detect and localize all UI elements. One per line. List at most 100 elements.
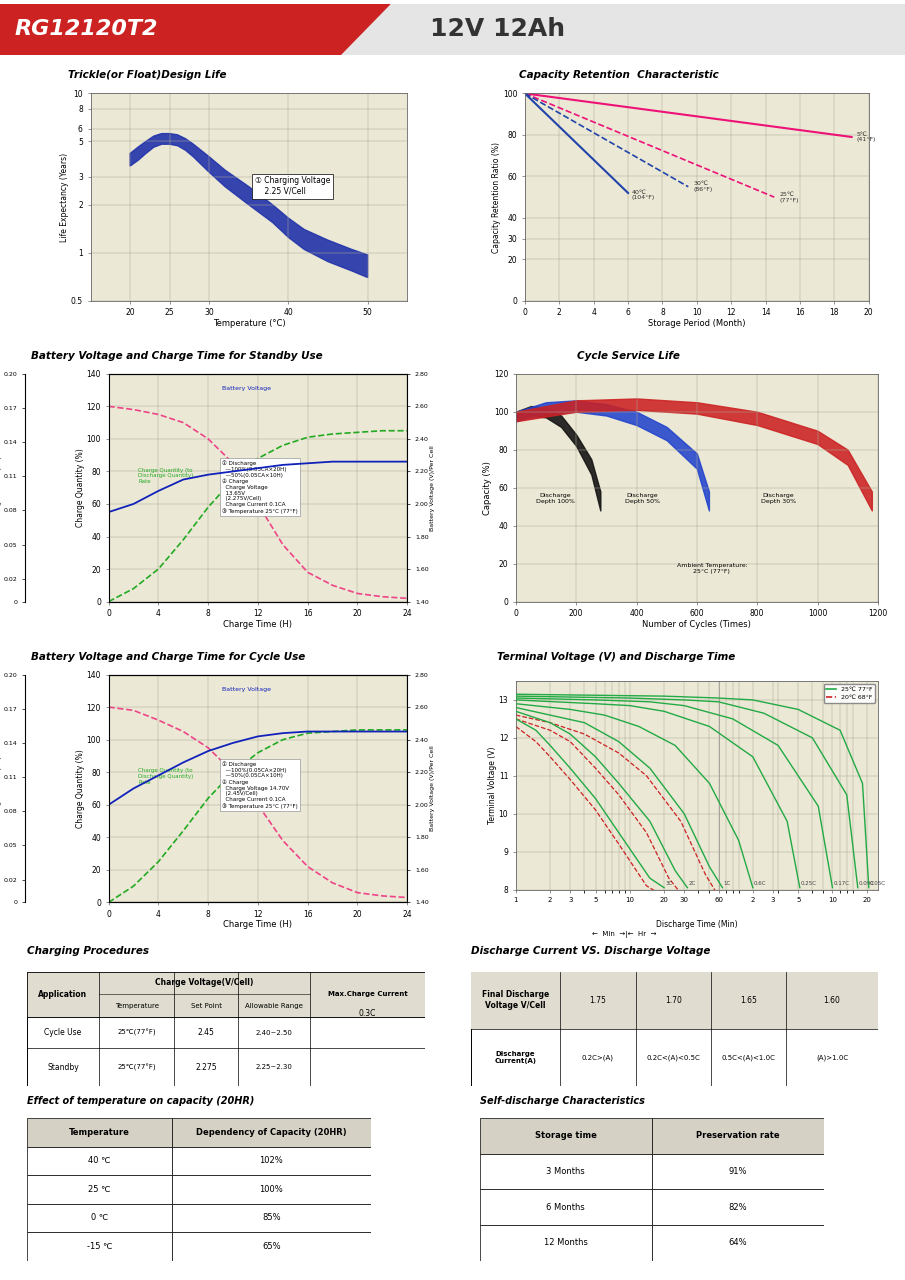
Text: Terminal Voltage (V) and Discharge Time: Terminal Voltage (V) and Discharge Time	[497, 652, 735, 662]
Bar	[652, 1153, 824, 1189]
Text: 0.2C>(A): 0.2C>(A)	[582, 1055, 614, 1061]
Bar	[172, 1175, 371, 1203]
X-axis label: Charge Time (H): Charge Time (H)	[224, 620, 292, 628]
Bar	[652, 1119, 824, 1153]
Y-axis label: Terminal Voltage (V): Terminal Voltage (V)	[488, 746, 497, 824]
Text: Preservation rate: Preservation rate	[696, 1132, 779, 1140]
Text: 85%: 85%	[262, 1213, 281, 1222]
Y-axis label: Life Expectancy (Years): Life Expectancy (Years)	[61, 152, 70, 242]
Text: 1.70: 1.70	[665, 996, 681, 1005]
Text: Final Discharge
Voltage V/Cell: Final Discharge Voltage V/Cell	[481, 991, 549, 1010]
Y-axis label: Charge Quantity (%): Charge Quantity (%)	[76, 749, 85, 828]
Text: 0.6C: 0.6C	[754, 881, 767, 886]
Text: 0.3C: 0.3C	[359, 1010, 376, 1019]
Polygon shape	[130, 133, 367, 278]
Text: 0.2C<(A)<0.5C: 0.2C<(A)<0.5C	[646, 1055, 700, 1061]
Bar	[27, 1175, 172, 1203]
Text: 1.60: 1.60	[824, 996, 841, 1005]
Y-axis label: Capacity Retention Ratio (%): Capacity Retention Ratio (%)	[492, 142, 501, 252]
Text: Effect of temperature on capacity (20HR): Effect of temperature on capacity (20HR)	[27, 1096, 254, 1106]
Text: Discharge
Current(A): Discharge Current(A)	[494, 1051, 537, 1064]
X-axis label: Temperature (°C): Temperature (°C)	[213, 319, 285, 328]
Text: 12V 12Ah: 12V 12Ah	[430, 18, 565, 41]
Bar	[27, 1147, 172, 1175]
Text: 0 ℃: 0 ℃	[90, 1213, 108, 1222]
Text: ① Discharge
  —100%(0.05CA×20H)
  —50%(0.05CA×10H)
② Charge
  Charge Voltage
  1: ① Discharge —100%(0.05CA×20H) —50%(0.05C…	[222, 461, 298, 513]
Text: 5℃
(41°F): 5℃ (41°F)	[857, 132, 876, 142]
Text: 1.75: 1.75	[589, 996, 606, 1005]
Text: Allowable Range: Allowable Range	[245, 1004, 303, 1009]
Bar	[27, 1203, 172, 1233]
Text: 6 Months: 6 Months	[547, 1203, 585, 1212]
Text: 25℃
(77°F): 25℃ (77°F)	[779, 192, 799, 202]
Text: 2.25~2.30: 2.25~2.30	[255, 1064, 292, 1070]
Text: Cycle Service Life: Cycle Service Life	[576, 351, 680, 361]
Text: Capacity Retention  Characteristic: Capacity Retention Characteristic	[519, 70, 719, 79]
Bar	[172, 1147, 371, 1175]
Bar	[172, 1119, 371, 1147]
Bar	[27, 972, 425, 1018]
Text: Battery Voltage and Charge Time for Standby Use: Battery Voltage and Charge Time for Stan…	[31, 351, 322, 361]
Text: Set Point: Set Point	[191, 1004, 222, 1009]
Text: 12 Months: 12 Months	[544, 1239, 587, 1248]
Text: Discharge
Depth 100%: Discharge Depth 100%	[536, 493, 575, 504]
Bar	[27, 1119, 172, 1147]
Text: RG12120T2: RG12120T2	[15, 19, 158, 40]
Legend: 25℃ 77°F, 20℃ 68°F: 25℃ 77°F, 20℃ 68°F	[824, 684, 875, 703]
X-axis label: Charge Time (H): Charge Time (H)	[224, 920, 292, 929]
X-axis label: Discharge Time (Min): Discharge Time (Min)	[656, 920, 738, 929]
Text: 2C: 2C	[689, 881, 696, 886]
Bar	[652, 1225, 824, 1261]
Text: 40℃
(104°F): 40℃ (104°F)	[632, 189, 654, 201]
Text: ←  Min  →|←  Hr  →: ← Min →|← Hr →	[592, 932, 657, 938]
Text: (A)>1.0C: (A)>1.0C	[816, 1055, 848, 1061]
Text: 91%: 91%	[729, 1167, 747, 1176]
Bar	[27, 1233, 172, 1261]
Bar	[172, 1203, 371, 1233]
Text: 40 ℃: 40 ℃	[88, 1156, 110, 1165]
Text: 25℃(77°F): 25℃(77°F)	[118, 1064, 156, 1071]
Text: 102%: 102%	[260, 1156, 283, 1165]
Text: Battery Voltage and Charge Time for Cycle Use: Battery Voltage and Charge Time for Cycl…	[31, 652, 305, 662]
Bar	[480, 1189, 652, 1225]
X-axis label: Number of Cycles (Times): Number of Cycles (Times)	[643, 620, 751, 628]
Text: -15 ℃: -15 ℃	[87, 1242, 112, 1251]
Text: 30℃
(86°F): 30℃ (86°F)	[693, 182, 712, 192]
Bar	[652, 1189, 824, 1225]
Bar	[172, 1233, 371, 1261]
Y-axis label: Charge Current (CA): Charge Current (CA)	[0, 456, 2, 520]
Text: 1.65: 1.65	[740, 996, 757, 1005]
Text: Application: Application	[38, 989, 88, 998]
Text: 2.275: 2.275	[195, 1062, 217, 1071]
Text: 65%: 65%	[262, 1242, 281, 1251]
Text: Charging Procedures: Charging Procedures	[27, 946, 149, 956]
Text: 0.05C: 0.05C	[870, 881, 886, 886]
Text: Battery Voltage: Battery Voltage	[222, 686, 272, 691]
Text: 2.45: 2.45	[198, 1028, 214, 1037]
Text: Charge Voltage(V/Cell): Charge Voltage(V/Cell)	[155, 978, 253, 987]
Text: Dependency of Capacity (20HR): Dependency of Capacity (20HR)	[196, 1128, 347, 1137]
Text: Standby: Standby	[47, 1062, 79, 1071]
Text: Discharge
Depth 50%: Discharge Depth 50%	[625, 493, 660, 504]
Text: 0.17C: 0.17C	[834, 881, 850, 886]
Text: Charge Quantity (to
Discharge Quantity)
Rate: Charge Quantity (to Discharge Quantity) …	[138, 768, 194, 785]
Text: Ambient Temperature:
25°C (77°F): Ambient Temperature: 25°C (77°F)	[677, 563, 748, 575]
Text: 0.09C: 0.09C	[859, 881, 875, 886]
Text: ① Charging Voltage
    2.25 V/Cell: ① Charging Voltage 2.25 V/Cell	[255, 177, 330, 196]
Text: 3C: 3C	[665, 881, 672, 886]
Text: 3 Months: 3 Months	[547, 1167, 585, 1176]
Text: ① Discharge
  —100%(0.05CA×20H)
  —50%(0.05CA×10H)
② Charge
  Charge Voltage 14.: ① Discharge —100%(0.05CA×20H) —50%(0.05C…	[222, 762, 298, 809]
Text: 25 ℃: 25 ℃	[88, 1185, 110, 1194]
Text: Charge Quantity (to
Discharge Quantity)
Rate: Charge Quantity (to Discharge Quantity) …	[138, 467, 194, 484]
Text: Temperature: Temperature	[115, 1004, 158, 1009]
Text: Discharge Current VS. Discharge Voltage: Discharge Current VS. Discharge Voltage	[471, 946, 710, 956]
Y-axis label: Charge Current (CA): Charge Current (CA)	[0, 756, 2, 820]
Bar	[480, 1225, 652, 1261]
Y-axis label: Battery Voltage (V)/Per Cell: Battery Voltage (V)/Per Cell	[430, 445, 435, 530]
Text: 25℃(77°F): 25℃(77°F)	[118, 1029, 156, 1037]
Text: Cycle Use: Cycle Use	[44, 1028, 81, 1037]
Y-axis label: Charge Quantity (%): Charge Quantity (%)	[76, 448, 85, 527]
Bar	[480, 1153, 652, 1189]
Bar	[480, 1119, 652, 1153]
X-axis label: Storage Period (Month): Storage Period (Month)	[648, 319, 746, 328]
